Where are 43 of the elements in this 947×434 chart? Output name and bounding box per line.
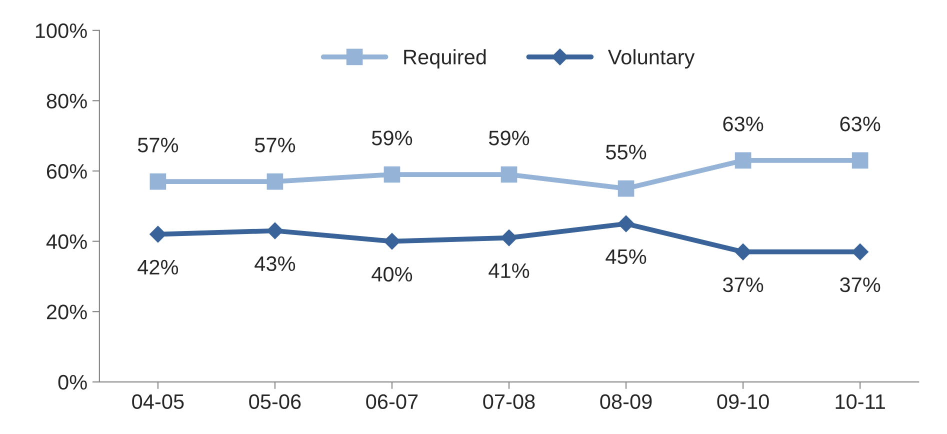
y-tick-label: 60%: [46, 164, 87, 179]
legend-label: Required: [404, 49, 486, 69]
data-label: 59%: [489, 130, 530, 146]
data-label: 55%: [606, 144, 646, 160]
point: [384, 232, 400, 250]
point: [266, 222, 284, 240]
y-tick-label: 0%: [58, 374, 87, 390]
data-label: 57%: [254, 138, 296, 152]
data-label: 57%: [138, 138, 178, 152]
x-tick-label: 10-11: [836, 394, 885, 410]
point: [618, 180, 634, 197]
data-label: 37%: [723, 277, 764, 292]
x-tick-label: 07-08: [483, 394, 535, 410]
data-label: 40%: [372, 266, 412, 282]
x-tick-label: 05-06: [249, 394, 301, 410]
point: [150, 173, 166, 190]
point: [618, 215, 634, 232]
point: [734, 152, 752, 169]
x-tick-label: 08-09: [600, 394, 652, 410]
point: [500, 229, 518, 246]
x-tick-label: 06-07: [366, 394, 418, 410]
x-tick-label: 09-10: [717, 394, 769, 410]
data-label: 43%: [254, 256, 296, 272]
data-label: 42%: [138, 260, 178, 274]
point: [852, 243, 868, 260]
data-label: 63%: [723, 116, 764, 132]
data-label: 45%: [606, 249, 646, 264]
point: [384, 166, 400, 183]
y-tick-label: 80%: [46, 94, 87, 108]
point: [150, 226, 166, 243]
data-label: 41%: [488, 263, 530, 278]
y-tick-label: 20%: [46, 304, 87, 320]
data-label: 37%: [840, 277, 880, 292]
data-label: 59%: [372, 130, 412, 146]
data-label: 63%: [840, 116, 880, 132]
point: [852, 152, 868, 169]
point: [266, 173, 284, 190]
y-tick-label: 40%: [46, 234, 87, 250]
point: [500, 166, 518, 183]
x-tick-label: 04-05: [132, 394, 184, 410]
legend-label: Voluntary: [608, 49, 695, 69]
point: [734, 243, 752, 260]
y-tick-label: 100%: [36, 23, 87, 38]
